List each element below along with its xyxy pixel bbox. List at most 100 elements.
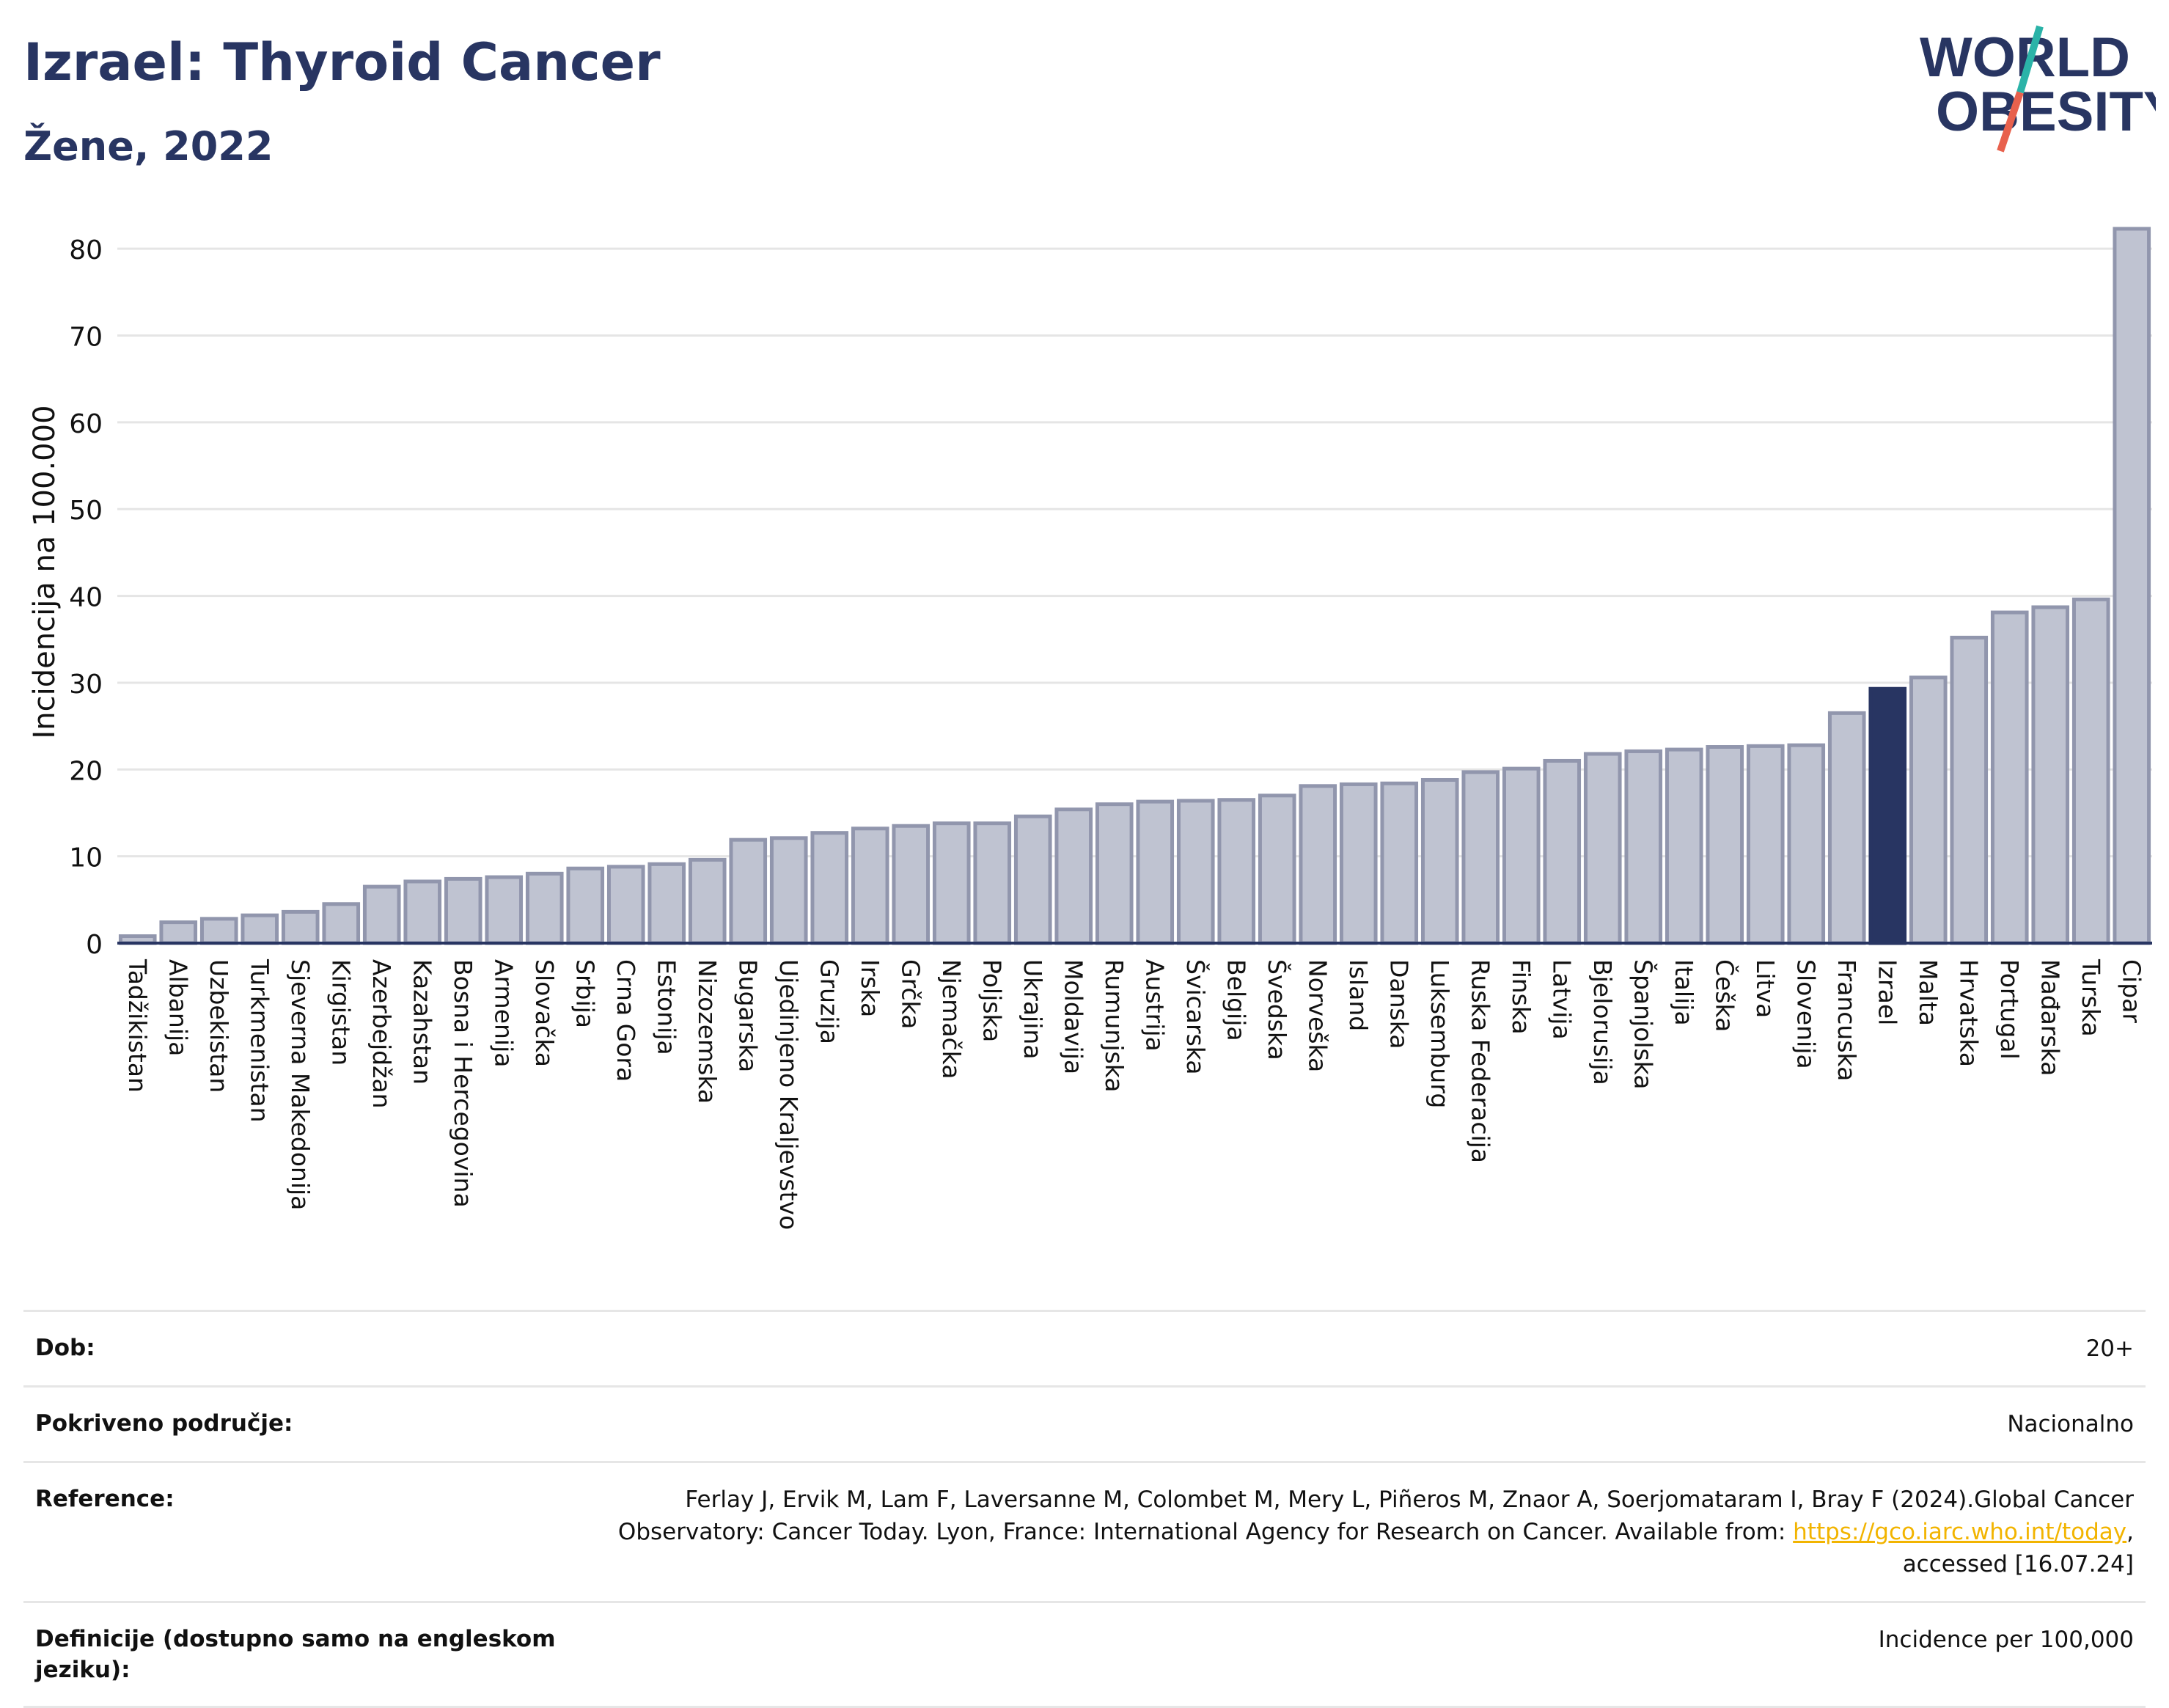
bar bbox=[566, 866, 605, 945]
bar bbox=[1136, 799, 1175, 945]
world-obesity-logo: WORLD OBESITY bbox=[1920, 25, 2156, 153]
bar bbox=[485, 875, 524, 945]
bar bbox=[1583, 752, 1622, 945]
logo-word-obesity: OBESITY bbox=[1936, 81, 2156, 143]
x-tick-label: Slovenija bbox=[1791, 959, 1820, 1069]
bar bbox=[688, 857, 727, 945]
bar bbox=[1299, 784, 1337, 945]
bar bbox=[1095, 802, 1134, 945]
info-label-age: Dob: bbox=[35, 1335, 95, 1361]
info-value-age: 20+ bbox=[2085, 1335, 2134, 1362]
x-tick-label: Uzbekistan bbox=[205, 959, 233, 1093]
x-tick-label: Gruzija bbox=[815, 959, 843, 1044]
bar bbox=[241, 913, 279, 945]
y-tick-label: 60 bbox=[69, 409, 103, 439]
x-tick-label: Norveška bbox=[1303, 959, 1332, 1072]
bar bbox=[729, 837, 768, 945]
y-tick-label: 50 bbox=[69, 496, 103, 526]
x-tick-label: Estonija bbox=[652, 959, 680, 1055]
bar bbox=[1990, 610, 2029, 945]
x-tick-label: Crna Gora bbox=[612, 959, 640, 1082]
x-tick-label: Austrija bbox=[1140, 959, 1169, 1052]
y-tick-label: 30 bbox=[69, 670, 103, 700]
x-tick-label: Luksemburg bbox=[1425, 959, 1454, 1108]
bar bbox=[1258, 793, 1296, 945]
bar bbox=[444, 876, 482, 945]
logo-slash-coral bbox=[1997, 91, 2024, 153]
axes: 0 10 20 30 40 50 60 70 80 Tadžikistan Albanija Uzbe… bbox=[69, 235, 2152, 1230]
bar bbox=[892, 824, 931, 945]
bar bbox=[2071, 597, 2110, 945]
bar-chart: 0 10 20 30 40 50 60 70 80 Tadžikistan Albanija Uzbe… bbox=[28, 227, 2152, 1230]
bar bbox=[2031, 605, 2070, 945]
bar bbox=[769, 836, 808, 945]
bar bbox=[199, 917, 238, 945]
x-tick-label: Švicarska bbox=[1181, 959, 1211, 1075]
x-tick-label: Češka bbox=[1710, 959, 1739, 1032]
bar bbox=[1665, 747, 1703, 945]
x-tick-label: Ujedinjeno Kraljevstvo bbox=[774, 959, 803, 1230]
y-tick-label: 20 bbox=[69, 756, 103, 786]
x-tick-label: Litva bbox=[1751, 959, 1780, 1018]
bar bbox=[1380, 781, 1419, 945]
y-tick-label: 70 bbox=[69, 323, 103, 353]
x-tick-label: Bosna i Hercegovina bbox=[449, 959, 477, 1208]
x-tick-label: Grčka bbox=[896, 959, 925, 1029]
info-table: Dob: 20+ Pokriveno područje: Nacionalno … bbox=[23, 1310, 2146, 1708]
bar bbox=[647, 862, 686, 945]
reference-accessed: , accessed [16.07.24] bbox=[1902, 1519, 2134, 1577]
x-tick-label: Mađarska bbox=[2036, 959, 2064, 1076]
x-tick-label: Španjolska bbox=[1629, 959, 1658, 1090]
bar bbox=[1624, 749, 1663, 945]
bar bbox=[1543, 758, 1582, 945]
reference-text: Ferlay J, Ervik M, Lam F, Laversanne M, … bbox=[617, 1487, 2134, 1545]
x-tick-label: Bugarska bbox=[733, 959, 762, 1072]
x-tick-label: Slovačka bbox=[530, 959, 559, 1067]
x-tick-label: Moldavija bbox=[1059, 959, 1087, 1074]
x-tick-label: Rumunjska bbox=[1100, 959, 1128, 1092]
x-tick-label: Švedska bbox=[1263, 959, 1292, 1060]
bar bbox=[1217, 798, 1256, 945]
bar bbox=[525, 871, 564, 945]
info-label-reference: Reference: bbox=[35, 1486, 175, 1512]
x-tick-label: Cipar bbox=[2117, 959, 2146, 1023]
chart-title: Izrael: Thyroid Cancer bbox=[23, 32, 661, 92]
logo-slash-teal bbox=[2016, 25, 2044, 94]
bar bbox=[810, 831, 849, 945]
x-tick-label: Njemačka bbox=[937, 959, 966, 1079]
y-axis-label: Incidencija na 100.000 bbox=[28, 405, 62, 738]
x-tick-label: Island bbox=[1344, 959, 1373, 1031]
info-row-definitions: Definicije (dostupno samo na engleskom j… bbox=[23, 1601, 2146, 1708]
info-value-reference: Ferlay J, Ervik M, Lam F, Laversanne M, … bbox=[594, 1484, 2134, 1580]
y-tick-label: 0 bbox=[86, 930, 103, 960]
x-tick-label: Turkmenistan bbox=[245, 959, 274, 1123]
info-row-coverage: Pokriveno područje: Nacionalno bbox=[23, 1385, 2146, 1461]
x-tick-label: Poljska bbox=[977, 959, 1006, 1042]
x-tick-label: Azerbejdžan bbox=[367, 959, 396, 1109]
x-tick-label: Albanija bbox=[164, 959, 192, 1056]
info-label-definitions: Definicije (dostupno samo na engleskom j… bbox=[35, 1626, 556, 1683]
bar bbox=[362, 884, 401, 945]
x-tick-label: Portugal bbox=[1995, 959, 2024, 1060]
bar bbox=[1339, 782, 1378, 945]
x-tick-label: Kazahstan bbox=[408, 959, 436, 1085]
y-tick-label: 80 bbox=[69, 235, 103, 265]
bar bbox=[1176, 799, 1215, 945]
bar bbox=[1909, 675, 1948, 945]
bar bbox=[606, 865, 645, 945]
x-tick-label: Italija bbox=[1670, 959, 1698, 1026]
reference-link[interactable]: https://gco.iarc.who.int/today bbox=[1793, 1519, 2127, 1545]
bar bbox=[322, 902, 361, 945]
x-tick-label: Tadžikistan bbox=[123, 959, 152, 1093]
bars bbox=[118, 227, 2151, 945]
bar bbox=[1013, 814, 1052, 945]
info-value-definitions: Incidence per 100,000 bbox=[1878, 1627, 2134, 1653]
bar bbox=[2113, 227, 2151, 945]
info-value-coverage: Nacionalno bbox=[2007, 1411, 2134, 1437]
x-tick-label: Danska bbox=[1384, 959, 1413, 1049]
info-row-age: Dob: 20+ bbox=[23, 1310, 2146, 1385]
bar-highlighted bbox=[1868, 686, 1907, 945]
x-tick-label: Belgija bbox=[1222, 959, 1250, 1041]
x-tick-label: Kirgistan bbox=[326, 959, 355, 1066]
x-tick-label: Sjeverna Makedonija bbox=[286, 959, 315, 1210]
